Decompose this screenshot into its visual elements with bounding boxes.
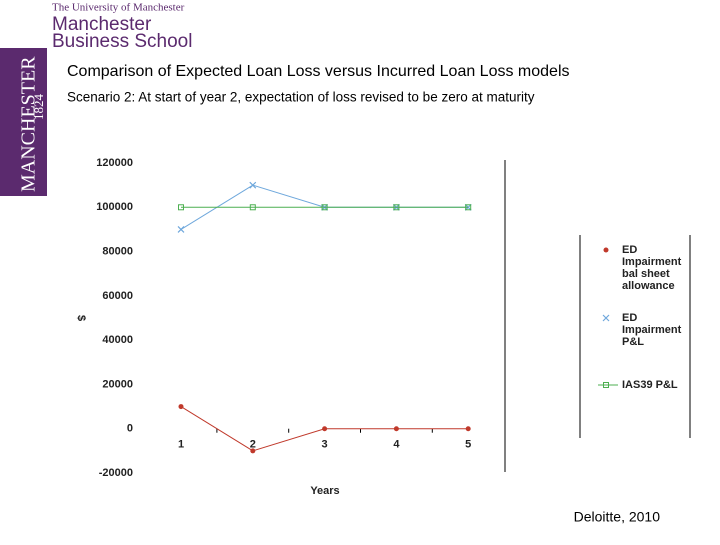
point bbox=[465, 204, 472, 211]
point bbox=[249, 181, 257, 189]
point bbox=[322, 426, 328, 432]
legend-label: ED Impairment P&L bbox=[622, 312, 682, 348]
logo-school: Business School bbox=[52, 31, 192, 52]
x-axis-label: Years bbox=[310, 485, 339, 497]
point bbox=[393, 204, 400, 211]
y-tick-label: 120000 bbox=[96, 157, 133, 169]
y-tick-label: 100000 bbox=[96, 201, 133, 213]
slide-subtitle: Scenario 2: At start of year 2, expectat… bbox=[67, 90, 535, 105]
logo-school: Manchester bbox=[52, 14, 152, 35]
x-tick-label: 2 bbox=[250, 439, 256, 451]
point bbox=[177, 226, 185, 233]
x-tick-label: 1 bbox=[178, 439, 184, 451]
point bbox=[178, 204, 184, 211]
point bbox=[321, 204, 328, 211]
point bbox=[603, 382, 609, 388]
slide-title: Comparison of Expected Loan Loss versus … bbox=[67, 63, 570, 80]
y-tick-label: 60000 bbox=[102, 290, 133, 302]
y-axis-label: $ bbox=[75, 315, 87, 321]
x-tick-label: 3 bbox=[322, 439, 328, 451]
y-tick-label: 20000 bbox=[102, 378, 133, 390]
point bbox=[249, 204, 256, 211]
point bbox=[250, 448, 256, 454]
x-tick-label: 5 bbox=[465, 439, 471, 451]
point bbox=[603, 247, 609, 253]
point bbox=[393, 426, 399, 432]
point bbox=[602, 314, 610, 322]
legend-label: ED Impairment bal sheet allowance bbox=[622, 244, 682, 292]
y-tick-label: 80000 bbox=[102, 245, 133, 257]
source: Deloitte, 2010 bbox=[574, 509, 661, 525]
y-tick-label: 0 bbox=[127, 423, 133, 435]
point bbox=[465, 426, 471, 432]
logo-band bbox=[0, 48, 47, 196]
logo-university: The University of Manchester bbox=[52, 2, 185, 14]
y-tick-label: -20000 bbox=[99, 467, 133, 479]
x-tick-label: 4 bbox=[393, 439, 400, 451]
legend-label: IAS39 P&L bbox=[622, 379, 678, 391]
logo-side-year: 1824 bbox=[31, 94, 46, 121]
point bbox=[178, 404, 184, 410]
logo-side-name: MANCHESTER bbox=[18, 56, 40, 192]
y-tick-label: 40000 bbox=[102, 334, 133, 346]
